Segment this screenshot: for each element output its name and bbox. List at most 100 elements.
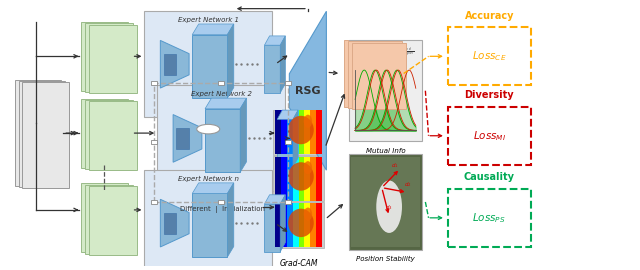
Text: Position Stability: Position Stability [356, 256, 415, 262]
Bar [305, 157, 310, 201]
Polygon shape [227, 183, 234, 257]
Bar [316, 203, 322, 247]
Ellipse shape [288, 209, 314, 237]
Bar [273, 156, 324, 201]
Bar [275, 203, 281, 247]
Polygon shape [293, 110, 298, 167]
Bar [277, 119, 293, 167]
Text: $\mathit{Loss}_{PS}$: $\mathit{Loss}_{PS}$ [472, 211, 506, 225]
Text: $d_3$: $d_3$ [385, 202, 393, 211]
Text: Expert Network 1: Expert Network 1 [178, 16, 239, 23]
Bar [310, 203, 316, 247]
Bar [22, 82, 69, 188]
Ellipse shape [288, 162, 314, 191]
Bar [448, 189, 531, 247]
Bar [281, 203, 287, 247]
Text: Different  |  Initialization: Different | Initialization [180, 206, 266, 213]
Bar [285, 200, 291, 204]
Bar [287, 157, 292, 201]
Bar [145, 170, 272, 270]
Circle shape [196, 124, 220, 134]
Ellipse shape [304, 115, 312, 128]
Text: $X_1$: $X_1$ [100, 52, 115, 66]
Text: $X_2$: $X_2$ [100, 129, 115, 143]
Bar [316, 110, 322, 154]
Polygon shape [264, 36, 285, 45]
Text: $d_1$: $d_1$ [390, 161, 398, 170]
Bar [273, 110, 324, 155]
Bar [90, 25, 138, 93]
Bar [85, 23, 133, 92]
Bar [273, 202, 324, 248]
Ellipse shape [304, 208, 312, 221]
Bar [151, 200, 157, 204]
Bar [285, 81, 291, 85]
Bar [218, 81, 224, 85]
Polygon shape [240, 98, 246, 172]
Bar [349, 40, 422, 141]
Polygon shape [192, 183, 234, 194]
Polygon shape [161, 40, 189, 88]
Polygon shape [280, 195, 285, 252]
Bar [81, 99, 129, 167]
Bar [310, 110, 316, 154]
Bar [299, 110, 305, 154]
Bar [81, 22, 129, 91]
Bar [349, 154, 422, 249]
Text: Mutual Info: Mutual Info [365, 148, 405, 154]
Bar [81, 183, 129, 252]
Bar [264, 204, 280, 252]
Bar [90, 186, 138, 255]
Bar [344, 40, 399, 107]
Bar [205, 109, 240, 172]
Polygon shape [277, 110, 298, 119]
Bar [218, 200, 224, 204]
Bar [15, 80, 61, 186]
Bar [292, 157, 299, 201]
Bar [299, 157, 305, 201]
Bar [351, 157, 420, 247]
Polygon shape [227, 24, 234, 98]
Text: Causality: Causality [464, 172, 515, 182]
Bar [316, 157, 322, 201]
Text: Expert Network 2: Expert Network 2 [191, 91, 252, 97]
Text: RSG: RSG [295, 86, 321, 96]
Bar [292, 110, 299, 154]
Bar [305, 110, 310, 154]
Bar [310, 157, 316, 201]
Polygon shape [264, 195, 285, 204]
Bar [151, 140, 157, 144]
Ellipse shape [304, 161, 312, 174]
Bar [275, 157, 281, 201]
Bar [19, 81, 65, 187]
Bar [281, 157, 287, 201]
Bar [90, 101, 138, 170]
Bar [448, 107, 531, 165]
Text: $\mathit{Loss}_{MI}$: $\mathit{Loss}_{MI}$ [473, 129, 506, 143]
Bar [145, 11, 272, 117]
Text: $X_n$: $X_n$ [100, 214, 115, 227]
Bar [264, 45, 280, 93]
Bar [192, 194, 227, 257]
Bar [448, 27, 531, 85]
Polygon shape [173, 114, 202, 162]
Bar [287, 110, 292, 154]
Bar [348, 42, 403, 108]
Bar [299, 203, 305, 247]
Text: Input: Input [30, 130, 50, 139]
Text: Accuracy: Accuracy [465, 11, 514, 21]
Text: Grad-CAM: Grad-CAM [279, 259, 318, 268]
Bar [164, 212, 176, 234]
Ellipse shape [288, 116, 314, 144]
Bar [176, 128, 189, 149]
Polygon shape [205, 98, 246, 109]
Text: Output: Output [360, 70, 387, 79]
Bar [281, 110, 287, 154]
Ellipse shape [376, 181, 402, 233]
Polygon shape [289, 11, 326, 170]
Bar [275, 110, 281, 154]
Bar [287, 203, 292, 247]
Bar [164, 54, 176, 75]
Polygon shape [192, 24, 234, 35]
Bar [151, 81, 157, 85]
